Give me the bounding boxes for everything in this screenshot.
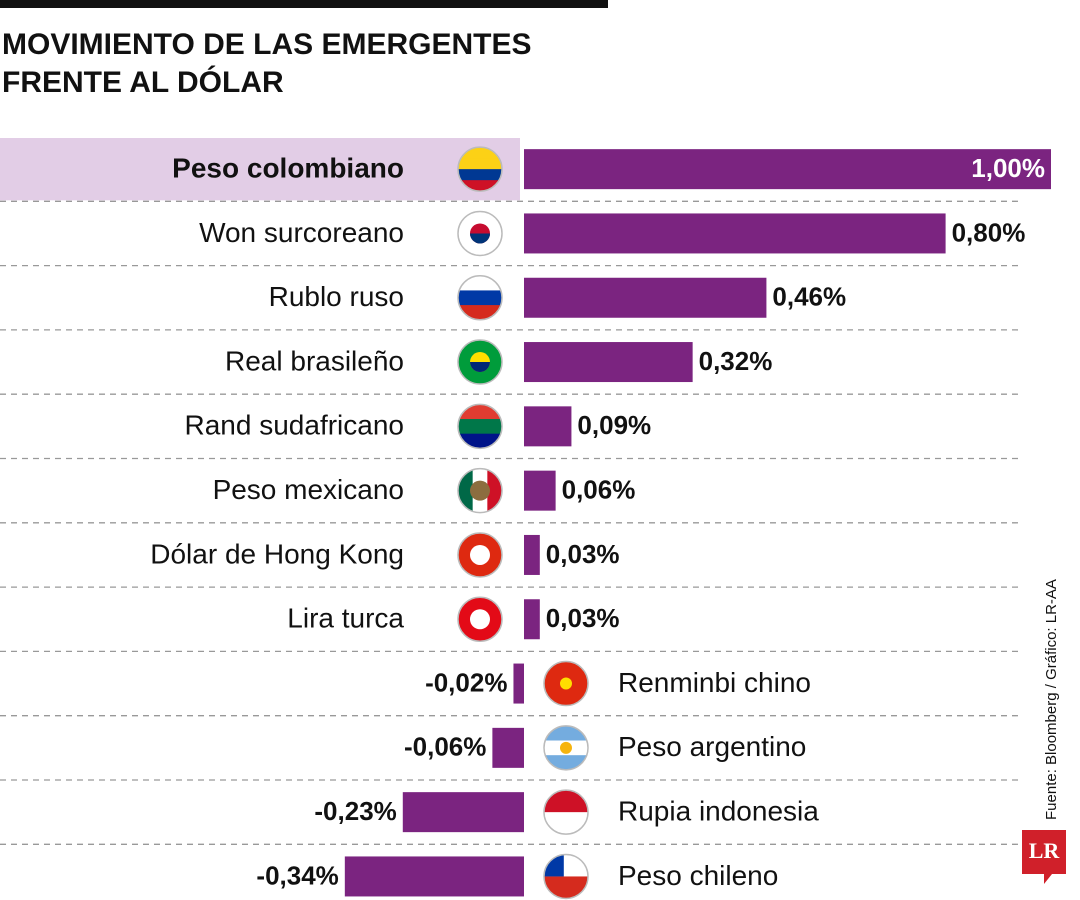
flag-ring	[543, 853, 589, 900]
flag-ring	[457, 146, 503, 192]
value-label: 0,03%	[546, 603, 620, 633]
value-label: -0,34%	[256, 860, 338, 890]
chart-title: MOVIMIENTO DE LAS EMERGENTES FRENTE AL D…	[2, 28, 532, 99]
flag	[458, 211, 502, 256]
bar	[492, 727, 524, 768]
bar	[524, 277, 767, 318]
bar	[524, 534, 540, 575]
category-label: Peso chileno	[618, 860, 778, 891]
flag	[544, 661, 588, 706]
flag-stripe	[544, 725, 588, 742]
flag-emblem	[560, 677, 572, 690]
top-rule	[0, 0, 608, 8]
bar	[524, 149, 1051, 190]
category-label: Peso argentino	[618, 731, 806, 762]
flag-emblem	[470, 362, 490, 373]
flag-ring	[457, 403, 503, 450]
category-label: Rublo ruso	[269, 281, 404, 312]
flag-stripe	[458, 169, 502, 181]
flag-ring	[457, 467, 503, 514]
flag	[458, 340, 502, 385]
flag-ring	[457, 339, 503, 385]
value-label: -0,06%	[404, 732, 486, 762]
flag	[544, 854, 588, 899]
flag-stripe	[458, 180, 502, 192]
value-label: 1,00%	[971, 153, 1045, 183]
bar	[524, 342, 693, 383]
category-label: Real brasileño	[225, 345, 404, 376]
value-label: 0,03%	[546, 539, 620, 569]
bar	[524, 470, 556, 511]
flag-ring	[457, 275, 503, 321]
bar	[524, 599, 540, 640]
value-label: -0,23%	[314, 796, 396, 826]
flag-stripe	[544, 876, 588, 899]
flag	[544, 790, 588, 835]
flag-ring	[543, 789, 589, 835]
category-label: Renminbi chino	[618, 667, 811, 698]
flag-emblem	[560, 741, 572, 754]
flag-emblem	[470, 609, 490, 630]
bar	[513, 663, 524, 704]
flag-stripe	[544, 790, 588, 813]
logo-box	[1022, 830, 1066, 884]
value-label: -0,02%	[425, 667, 507, 697]
flag-stripe	[458, 290, 502, 306]
category-label: Rupia indonesia	[618, 796, 819, 827]
flag-emblem	[470, 480, 490, 501]
value-label: 0,09%	[577, 410, 651, 440]
flag	[458, 597, 502, 642]
category-label: Rand sudafricano	[185, 410, 404, 441]
value-label: 0,32%	[699, 346, 773, 376]
flag-ring	[457, 596, 503, 642]
value-label: 0,46%	[772, 282, 846, 312]
flag-stripe	[458, 147, 502, 159]
category-label: Won surcoreano	[199, 217, 404, 248]
flag-stripe	[544, 812, 588, 835]
flag-stripe	[458, 404, 502, 420]
bar	[344, 856, 524, 897]
value-label: 0,06%	[562, 475, 636, 505]
source-note: Fuente: Bloomberg / Gráfico: LR-AA	[1043, 579, 1060, 820]
category-label: Peso mexicano	[213, 474, 404, 505]
flag	[458, 147, 502, 192]
category-label: Dólar de Hong Kong	[150, 538, 404, 569]
logo-text: LR	[1029, 838, 1061, 863]
flag-stripe	[458, 158, 502, 170]
value-label: 0,80%	[952, 217, 1026, 247]
flag-stripe	[458, 419, 502, 435]
category-label: Peso colombiano	[172, 153, 404, 184]
bar	[402, 792, 524, 833]
flag	[458, 532, 502, 577]
category-label: Lira turca	[287, 603, 404, 634]
bar	[524, 213, 946, 254]
flag-emblem	[470, 233, 490, 244]
bar	[524, 406, 572, 447]
flag-ring	[457, 532, 503, 578]
flag-ring	[543, 660, 589, 707]
flag-emblem	[470, 544, 490, 565]
highlight-band	[0, 138, 520, 201]
flag-ring	[543, 725, 589, 771]
flag-ring	[457, 210, 503, 257]
flag-stripe	[458, 468, 474, 513]
flag-stripe	[458, 275, 502, 291]
